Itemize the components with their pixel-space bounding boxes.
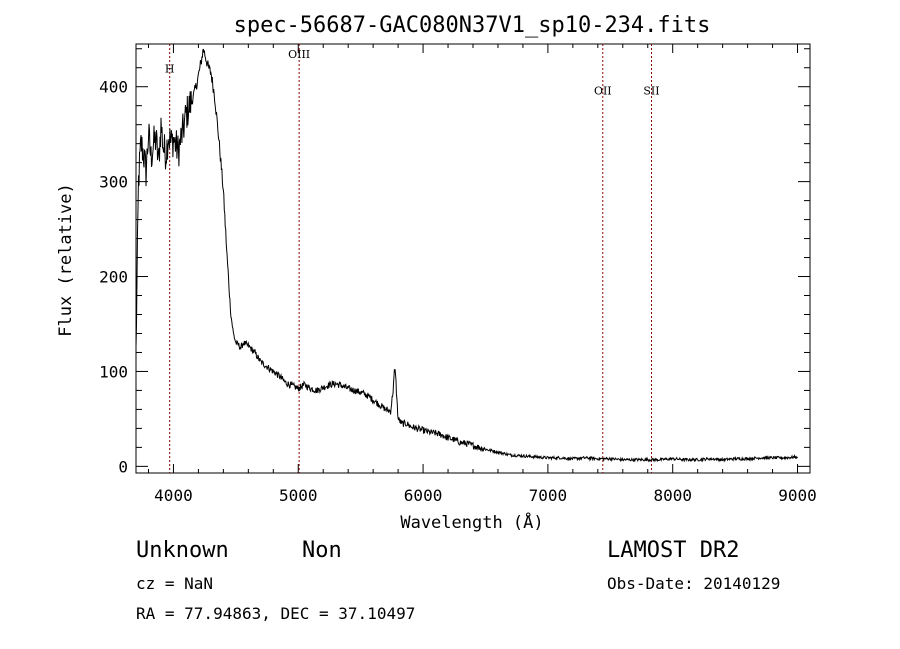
chart-title: spec-56687-GAC080N37V1_sp10-234.fits xyxy=(234,13,711,38)
y-tick-label: 400 xyxy=(99,78,128,97)
spectrum-chart: spec-56687-GAC080N37V1_sp10-234.fits 400… xyxy=(56,13,817,533)
obs-date-label: Obs-Date: 20140129 xyxy=(607,574,781,593)
x-tick-label: 6000 xyxy=(404,486,443,505)
x-axis-label: Wavelength (Å) xyxy=(400,511,543,533)
plot-frame xyxy=(135,43,811,474)
y-tick-label: 0 xyxy=(118,457,128,476)
emission-line-label: H xyxy=(165,62,175,75)
spectrum-line xyxy=(135,48,798,463)
survey-label: LAMOST DR2 xyxy=(607,538,740,563)
x-tick-label: 9000 xyxy=(778,486,817,505)
y-tick-label: 100 xyxy=(99,362,128,381)
y-axis-label: Flux (relative) xyxy=(56,183,76,337)
y-tick-label: 300 xyxy=(99,173,128,192)
plot-area: 4000 5000 6000 7000 8000 9000 0 100 200 300 400 H OI… xyxy=(99,43,817,505)
coordinates-label: RA = 77.94863, DEC = 37.10497 xyxy=(136,604,416,623)
x-tick-label: 5000 xyxy=(279,486,318,505)
emission-line-label: OII xyxy=(594,84,612,97)
x-tick-label: 8000 xyxy=(653,486,692,505)
x-tick-label: 4000 xyxy=(154,486,193,505)
object-type-label: Unknown xyxy=(136,538,229,563)
emission-line-label: OIII xyxy=(288,48,310,61)
subclass-label: Non xyxy=(302,538,342,563)
y-tick-label: 200 xyxy=(99,268,128,287)
x-tick-label: 7000 xyxy=(529,486,568,505)
emission-line-label: SII xyxy=(643,84,659,97)
redshift-label: cz = NaN xyxy=(136,574,214,593)
